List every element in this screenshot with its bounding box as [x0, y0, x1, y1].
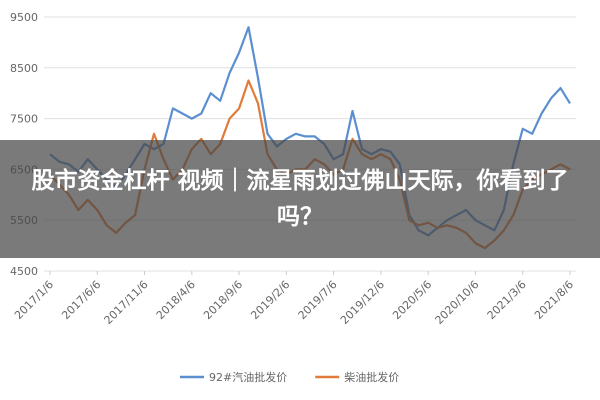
x-tick-label: 2017/6/6 [59, 278, 103, 322]
x-tick-label: 2019/2/6 [248, 278, 292, 322]
x-tick-label: 2019/7/6 [296, 278, 340, 322]
x-tick-label: 2021/3/6 [485, 278, 529, 322]
x-tick-label: 2020/10/6 [432, 278, 481, 327]
x-tick-label: 2017/1/6 [12, 278, 56, 322]
y-tick-label: 9500 [10, 11, 38, 24]
x-tick-label: 2018/4/6 [154, 278, 198, 322]
overlay-banner: 股市资金杠杆 视频｜流星雨划过佛山天际，你看到了吗？ [0, 140, 600, 258]
x-tick-label: 2018/9/6 [201, 278, 245, 322]
legend-label: 92#汽油批发价 [209, 370, 287, 384]
x-tick-label: 2020/5/6 [390, 278, 434, 322]
overlay-caption: 股市资金杠杆 视频｜流星雨划过佛山天际，你看到了吗？ [31, 168, 569, 230]
y-tick-label: 8500 [10, 62, 38, 75]
y-tick-label: 7500 [10, 113, 38, 126]
legend-label: 柴油批发价 [344, 370, 399, 384]
x-tick-label: 2019/12/6 [338, 278, 387, 327]
x-tick-label: 2017/11/6 [102, 278, 151, 327]
x-tick-label: 2021/8/6 [532, 278, 576, 322]
y-tick-label: 4500 [10, 265, 38, 278]
